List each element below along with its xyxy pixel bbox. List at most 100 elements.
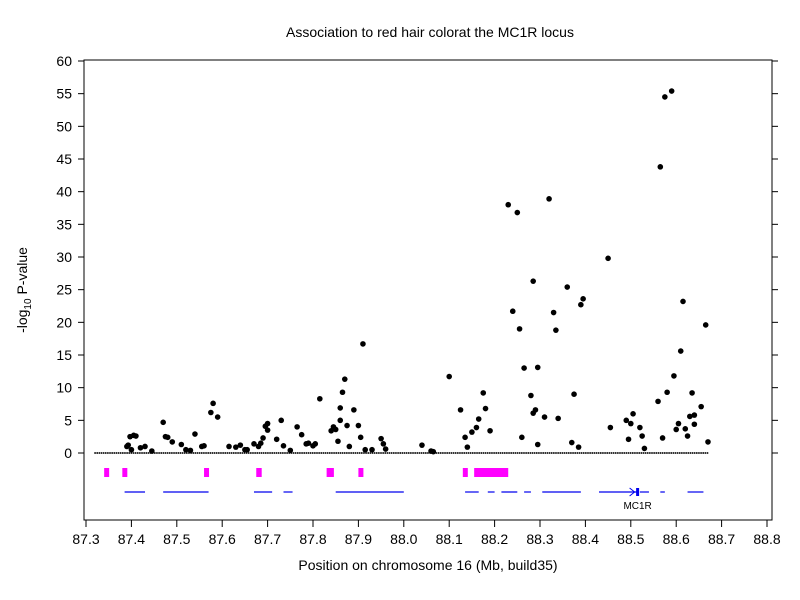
- baseline-marker: [107, 452, 109, 454]
- baseline-marker: [136, 452, 139, 454]
- data-point: [509, 308, 516, 315]
- data-point: [294, 424, 300, 430]
- baseline-marker: [649, 452, 651, 454]
- data-point: [637, 424, 643, 431]
- baseline-marker: [469, 452, 472, 454]
- y-axis-ticks: 0 5 10 15 20 25 30 35 40 45 50 55 60: [56, 53, 778, 461]
- data-point: [233, 444, 239, 450]
- data-point: [192, 431, 198, 437]
- baseline-marker: [145, 452, 148, 454]
- baseline-marker: [230, 452, 233, 454]
- data-point: [705, 439, 711, 445]
- baseline-marker: [516, 452, 519, 454]
- baseline-marker: [175, 452, 177, 454]
- data-point: [639, 433, 645, 439]
- baseline-marker: [416, 452, 419, 454]
- baseline-marker: [164, 452, 167, 454]
- x-tick-label: 88.1: [436, 531, 463, 547]
- baseline-marker: [696, 452, 698, 454]
- baseline-marker: [397, 452, 399, 454]
- baseline-marker: [482, 452, 485, 454]
- baseline-marker: [640, 452, 643, 454]
- data-point: [630, 411, 636, 417]
- y-tick-label: 15: [56, 347, 72, 363]
- data-point: [473, 424, 480, 431]
- baseline-marker: [358, 452, 361, 454]
- baseline-marker: [585, 452, 587, 454]
- baseline-marker: [546, 452, 549, 454]
- baseline-marker: [256, 452, 259, 454]
- chart-title: Association to red hair colorat the MC1R…: [286, 24, 574, 40]
- baseline-marker: [320, 452, 323, 454]
- x-tick-label: 88.2: [481, 531, 508, 547]
- baseline-marker: [503, 452, 506, 454]
- data-point: [568, 439, 575, 446]
- baseline-marker: [309, 452, 312, 454]
- baseline-marker: [232, 452, 235, 454]
- baseline-marker: [365, 452, 367, 454]
- data-point: [698, 403, 704, 410]
- baseline-marker: [422, 452, 425, 454]
- baseline-marker: [322, 452, 325, 454]
- baseline-marker: [292, 452, 295, 454]
- baseline-marker: [659, 452, 662, 454]
- data-point: [691, 421, 698, 428]
- baseline-marker: [531, 452, 534, 454]
- baseline-marker: [218, 452, 220, 454]
- data-point: [657, 164, 664, 170]
- baseline-marker: [324, 452, 327, 454]
- data-point: [469, 429, 475, 435]
- data-point: [664, 389, 670, 396]
- baseline-marker: [220, 452, 222, 454]
- data-point: [553, 327, 559, 333]
- data-point: [251, 441, 257, 447]
- baseline-marker: [480, 452, 483, 454]
- data-point: [534, 364, 541, 371]
- baseline-marker: [245, 452, 248, 454]
- baseline-marker: [273, 452, 276, 454]
- baseline-marker: [501, 452, 504, 454]
- data-point: [514, 209, 521, 216]
- magenta-segment: [474, 468, 509, 477]
- data-point: [305, 440, 312, 447]
- baseline-marker: [224, 452, 227, 454]
- x-axis-ticks: 87.3 87.4 87.5 87.6 87.7 87.8 87.9 88.0 88.1 88.2…: [72, 520, 781, 547]
- baseline-marker: [435, 452, 438, 454]
- gene-arrow: [629, 487, 636, 497]
- baseline-marker: [213, 452, 216, 454]
- magenta-segment: [122, 468, 128, 477]
- baseline-marker: [704, 452, 707, 454]
- baseline-marker: [380, 452, 382, 454]
- baseline-marker: [143, 452, 145, 454]
- baseline-marker: [173, 452, 175, 454]
- baseline-marker: [450, 452, 453, 454]
- baseline-marker: [478, 452, 480, 454]
- baseline-marker: [181, 452, 184, 454]
- x-tick-label: 87.9: [345, 531, 372, 547]
- data-point: [335, 438, 341, 445]
- data-point: [505, 201, 512, 208]
- baseline-marker: [467, 452, 470, 454]
- baseline-marker: [412, 452, 414, 454]
- x-tick-label: 88.3: [526, 531, 553, 547]
- baseline-marker: [512, 452, 515, 454]
- data-point: [237, 442, 244, 448]
- baseline-marker: [672, 452, 675, 454]
- x-axis-label: Position on chromosome 16 (Mb, build35): [298, 557, 557, 573]
- baseline-marker: [401, 452, 404, 454]
- y-tick-label: 20: [56, 314, 72, 330]
- baseline-marker: [474, 452, 476, 454]
- data-point: [346, 443, 353, 450]
- baseline-marker: [689, 452, 692, 454]
- baseline-marker: [117, 452, 120, 454]
- x-tick-label: 87.3: [72, 531, 99, 547]
- baseline-marker: [529, 452, 532, 454]
- baseline-marker: [623, 452, 626, 454]
- baseline-marker: [617, 452, 619, 454]
- baseline-marker: [126, 452, 128, 454]
- baseline-marker: [446, 452, 448, 454]
- data-point: [125, 442, 132, 448]
- baseline-marker: [683, 452, 685, 454]
- baseline-marker: [239, 452, 241, 454]
- baseline-marker: [420, 452, 423, 454]
